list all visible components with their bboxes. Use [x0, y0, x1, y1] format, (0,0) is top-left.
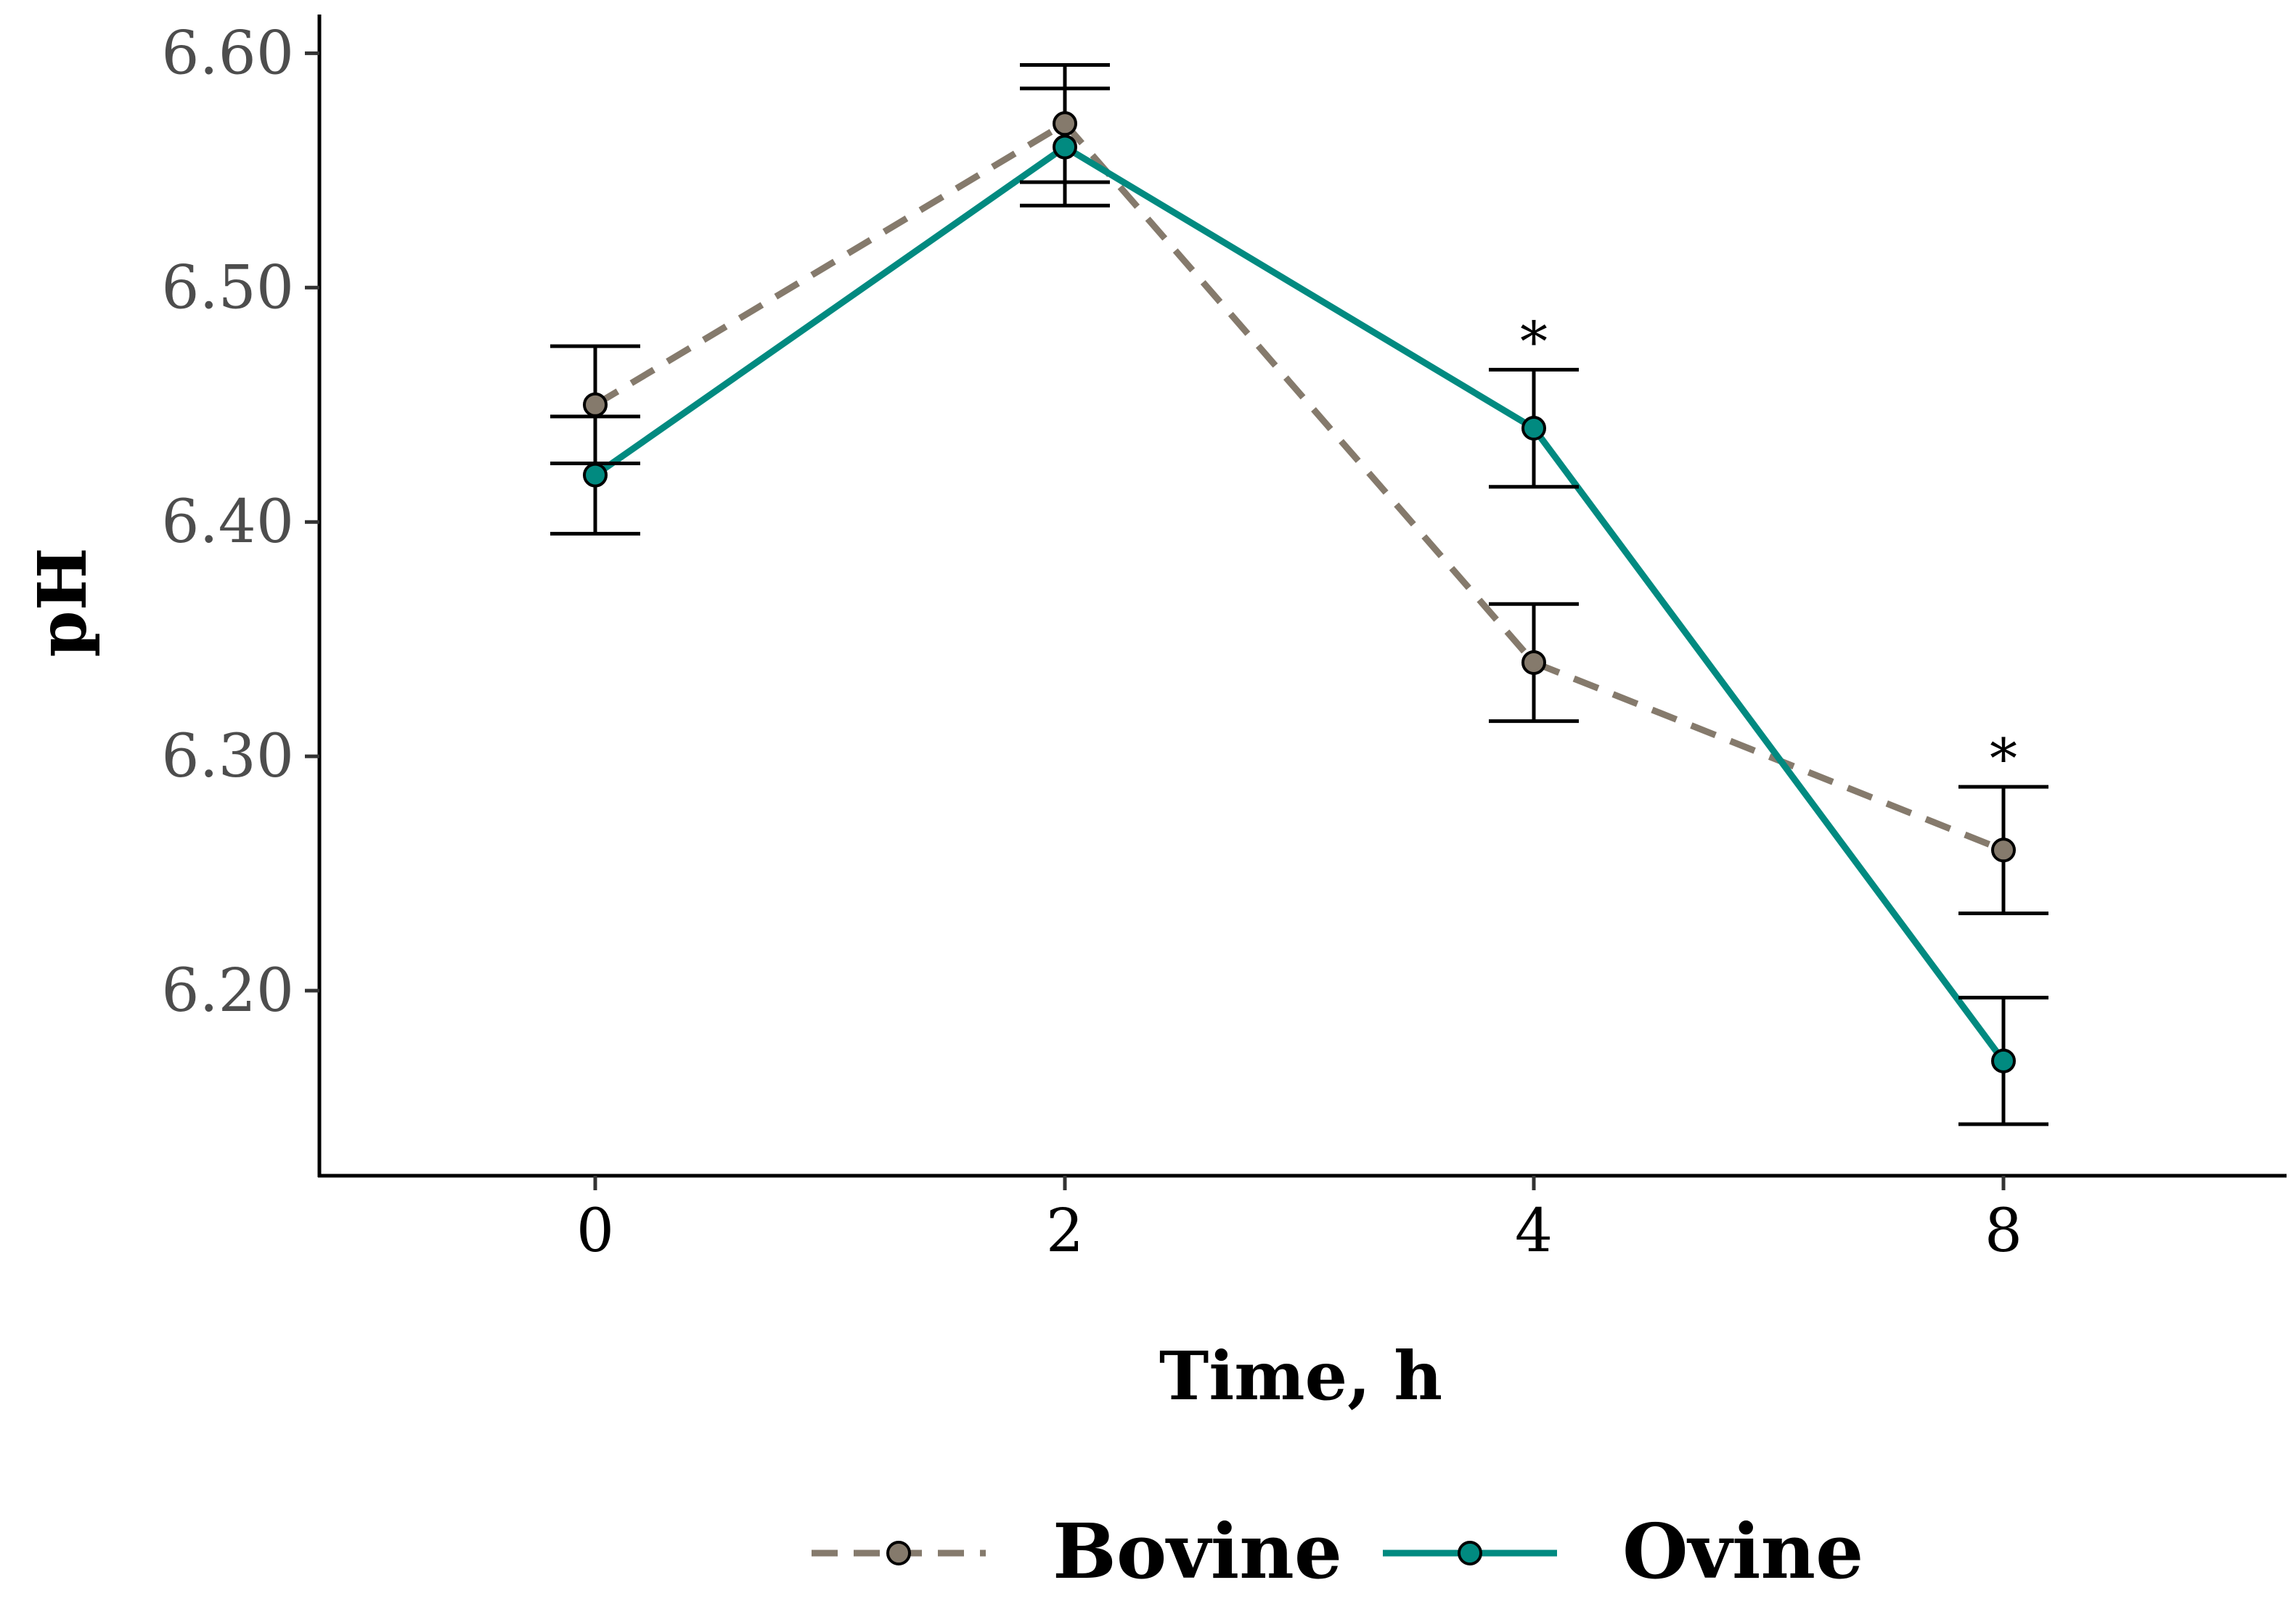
ovine-series-line — [593, 144, 2006, 1063]
legend-key-ovine — [1383, 1541, 1557, 1565]
series-layer — [550, 63, 2048, 1126]
y-tick-label: 6.40 — [161, 488, 294, 557]
bovine-data-point — [583, 392, 608, 417]
y-axis-ticks: 6.20 6.30 6.40 6.50 6.60 — [161, 19, 319, 1025]
legend: Bovine Ovine — [812, 1507, 1863, 1596]
x-tick-label: 2 — [1046, 1197, 1084, 1266]
ovine-data-point — [1053, 134, 1077, 160]
significance-asterisk: * — [1990, 726, 2017, 791]
y-tick-label: 6.20 — [161, 957, 294, 1025]
bovine-data-point — [1053, 111, 1077, 136]
x-tick-label: 8 — [1985, 1197, 2022, 1266]
legend-point — [1458, 1541, 1482, 1565]
legend-label-ovine: Ovine — [1622, 1507, 1863, 1596]
legend-key-bovine — [812, 1541, 986, 1565]
legend-label-bovine: Bovine — [1053, 1507, 1342, 1596]
ovine-data-point — [1991, 1048, 2016, 1073]
x-axis-label: Time, h — [1159, 1337, 1442, 1415]
significance-markers: ** — [1520, 309, 2017, 791]
y-axis-label: pH — [23, 547, 102, 657]
x-tick-label: 4 — [1515, 1197, 1553, 1266]
y-tick-label: 6.60 — [161, 19, 294, 88]
bovine-series-line — [593, 120, 2005, 853]
legend-point — [886, 1541, 911, 1565]
x-axis-ticks: 0 2 4 8 — [576, 1176, 2022, 1266]
y-tick-label: 6.30 — [161, 722, 294, 791]
ovine-data-point — [583, 462, 608, 488]
x-tick-label: 0 — [576, 1197, 614, 1266]
ovine-data-point — [1521, 416, 1546, 441]
bovine-data-point — [1991, 838, 2016, 863]
bovine-data-point — [1521, 650, 1546, 675]
significance-asterisk: * — [1520, 309, 1548, 374]
y-tick-label: 6.50 — [161, 253, 294, 322]
